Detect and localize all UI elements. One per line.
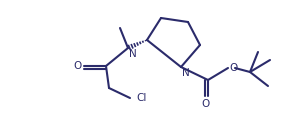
Text: O: O: [202, 99, 210, 109]
Text: Cl: Cl: [136, 93, 146, 103]
Text: N: N: [182, 68, 190, 78]
Text: N: N: [129, 49, 137, 59]
Text: O: O: [229, 63, 237, 73]
Text: O: O: [73, 61, 81, 71]
